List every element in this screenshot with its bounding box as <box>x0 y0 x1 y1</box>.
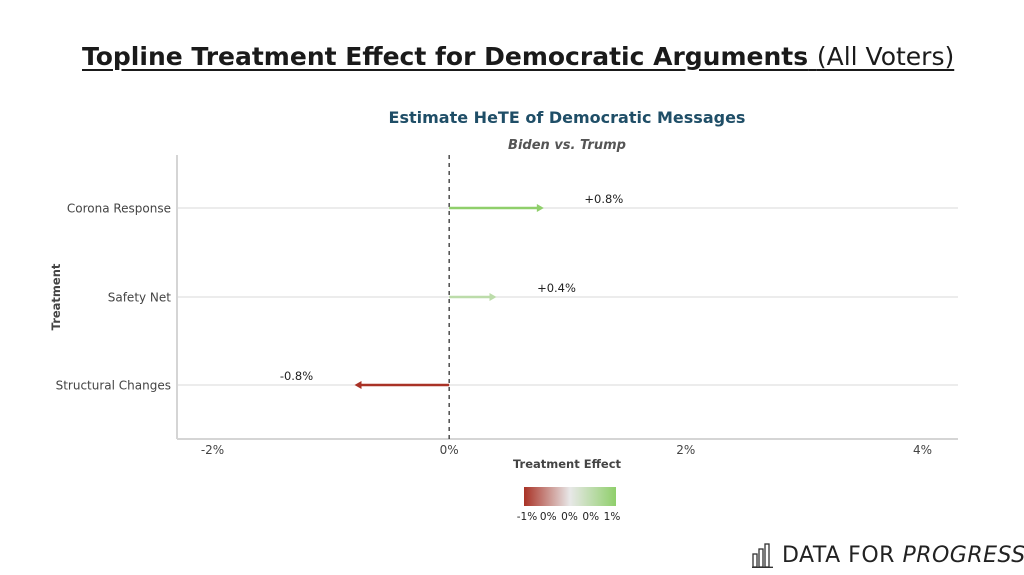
color-legend-label: 0% <box>582 511 599 523</box>
brand-logo-text-plain: DATA FOR <box>782 542 895 568</box>
color-legend-label: -1% <box>517 511 537 523</box>
slide-title-qualifier: (All Voters) <box>816 42 955 71</box>
arrow-head <box>536 204 544 212</box>
x-tick-label: 4% <box>913 443 932 457</box>
color-legend-label: 0% <box>561 511 578 523</box>
y-axis-label: Treatment <box>49 263 63 330</box>
x-tick-label: 2% <box>676 443 695 457</box>
color-legend <box>524 487 616 506</box>
arrow-head <box>354 381 362 389</box>
y-tick-label: Structural Changes <box>56 379 171 393</box>
data-label: +0.8% <box>584 192 623 206</box>
x-axis-label: Treatment Effect <box>513 457 622 471</box>
x-tick-label: 0% <box>440 443 459 457</box>
chart-subtitle: Biden vs. Trump <box>508 138 626 153</box>
y-tick-label: Corona Response <box>67 202 171 216</box>
x-tick-label: -2% <box>201 443 224 457</box>
slide-title-main: Topline Treatment Effect for Democratic … <box>82 42 809 71</box>
chart-title: Estimate HeTE of Democratic Messages <box>389 108 746 127</box>
y-tick-label: Safety Net <box>108 291 172 305</box>
arrow-head <box>489 293 497 301</box>
data-label: -0.8% <box>280 369 313 383</box>
y-tick-labels: Corona Response Safety Net Structural Chan… <box>56 202 172 393</box>
bar-chart-icon <box>752 543 773 568</box>
data-labels: +0.8% +0.4% -0.8% <box>280 192 624 383</box>
slide-title: Topline Treatment Effect for Democratic … <box>82 42 954 71</box>
brand-logo-text: DATA FOR PROGRESS <box>782 543 1024 568</box>
data-label: +0.4% <box>537 281 576 295</box>
x-tick-labels: -2% 0% 2% 4% <box>201 443 932 457</box>
brand-logo-text-italic: PROGRESS <box>902 542 1024 568</box>
gridlines <box>177 207 958 386</box>
color-legend-label: 1% <box>604 511 621 523</box>
color-legend-label: 0% <box>540 511 557 523</box>
arrows <box>354 204 544 389</box>
brand-logo: DATA FOR PROGRESS <box>752 540 1024 570</box>
color-legend-labels: -1% 0% 0% 0% 1% <box>517 511 621 523</box>
